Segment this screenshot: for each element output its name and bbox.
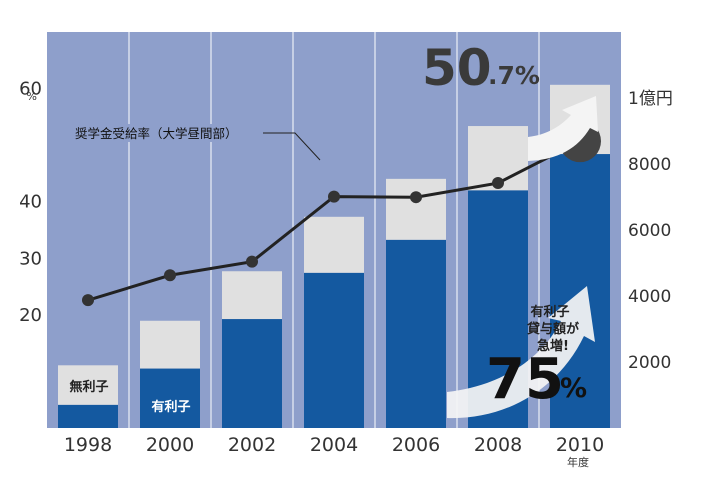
bar-label-interest-free: 無利子 bbox=[69, 379, 108, 395]
x-tick-label: 2010 bbox=[556, 434, 604, 456]
left-tick-label: 40 bbox=[19, 192, 42, 213]
bar-interest-bearing bbox=[304, 272, 364, 428]
right-tick-label: 6000 bbox=[628, 221, 671, 241]
rate-point bbox=[246, 255, 258, 268]
bar-interest-bearing bbox=[550, 154, 610, 428]
rate-point bbox=[164, 269, 176, 282]
line-label-leader bbox=[262, 132, 321, 161]
callout-line-suffix: .7% bbox=[488, 61, 540, 90]
bar-interest-free bbox=[386, 178, 446, 240]
right-tick-label: 8000 bbox=[628, 155, 671, 175]
callout-bar-value: 75 bbox=[486, 347, 564, 412]
x-tick-label: 2008 bbox=[474, 434, 522, 456]
bar-label-interest-bearing: 有利子 bbox=[151, 399, 190, 415]
x-tick-label: 2004 bbox=[310, 434, 358, 456]
callout-bar-label-line2: 貸与額が bbox=[527, 321, 579, 337]
left-tick-label: 30 bbox=[19, 248, 42, 269]
right-axis-tick-labels: 2000 4000 6000 8000 1億円 bbox=[628, 89, 673, 373]
right-tick-label: 2000 bbox=[628, 353, 671, 373]
bar-interest-free bbox=[222, 271, 282, 320]
x-tick-label: 1998 bbox=[64, 434, 112, 456]
bar-interest-bearing bbox=[222, 319, 282, 428]
callout-bar-label-line3: 急増! bbox=[537, 338, 569, 354]
rate-point bbox=[492, 177, 504, 190]
rate-point bbox=[328, 190, 340, 203]
rate-point bbox=[410, 191, 422, 204]
x-axis-unit: 年度 bbox=[567, 455, 589, 469]
bar-interest-free bbox=[58, 365, 118, 405]
left-tick-label: 20 bbox=[19, 305, 42, 326]
callout-bar-label-line1: 有利子 bbox=[530, 304, 569, 320]
bar-interest-free bbox=[304, 216, 364, 273]
bar-interest-free bbox=[140, 320, 200, 369]
bar-growth-arrow bbox=[447, 286, 595, 419]
x-tick-labels: 1998 2000 2002 2004 2006 2008 2010 bbox=[64, 434, 604, 456]
left-axis-unit: % bbox=[27, 90, 37, 103]
x-tick-label: 2006 bbox=[392, 434, 440, 456]
right-tick-label: 4000 bbox=[628, 287, 671, 307]
x-tick-label: 2000 bbox=[146, 434, 194, 456]
line-label-background bbox=[73, 124, 263, 142]
bar-interest-bearing bbox=[386, 239, 446, 428]
left-tick-label: 60 bbox=[19, 79, 42, 100]
bars bbox=[58, 84, 610, 428]
right-tick-label: 1億円 bbox=[628, 89, 673, 109]
x-tick-label: 2002 bbox=[228, 434, 276, 456]
rate-point bbox=[82, 294, 94, 307]
bar-interest-bearing bbox=[58, 404, 118, 428]
rate-growth-arrow bbox=[528, 96, 598, 161]
bar-interest-bearing bbox=[140, 368, 200, 428]
left-axis-tick-labels: 20 30 40 60 bbox=[19, 79, 42, 326]
line-label: 奨学金受給率（大学昼間部） bbox=[75, 126, 238, 141]
callout-line-value: 50 bbox=[422, 39, 492, 97]
callout-bar-suffix: % bbox=[560, 373, 587, 404]
